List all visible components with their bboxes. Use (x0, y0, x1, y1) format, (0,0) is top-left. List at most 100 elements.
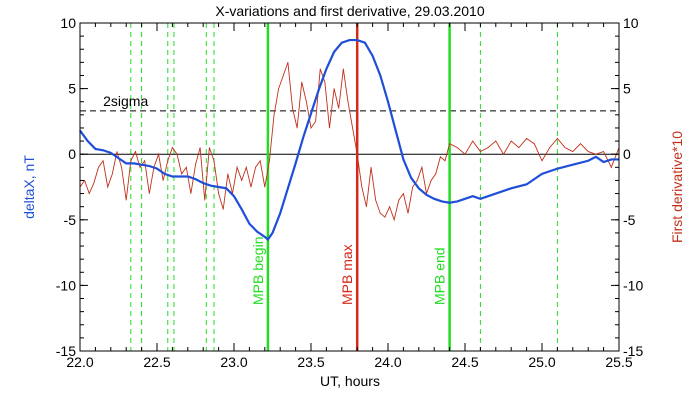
derivative-point (305, 101, 307, 103)
deltax-point (387, 101, 389, 103)
derivative-point (595, 153, 597, 155)
derivative-point (366, 206, 367, 208)
deltax-point (364, 42, 366, 44)
deltax-point (603, 161, 605, 163)
derivative-point (264, 186, 266, 188)
deltax-point (202, 182, 204, 184)
derivative-point (98, 166, 99, 168)
derivative-point (190, 193, 192, 194)
derivative-point (232, 193, 233, 194)
derivative-point (370, 166, 372, 168)
derivative-point (255, 166, 256, 168)
derivative-point (227, 173, 229, 175)
derivative-point (296, 127, 298, 129)
deltax-point (117, 157, 120, 159)
derivative-point (278, 88, 280, 89)
y-tick-label-right: 10 (623, 15, 639, 31)
derivative-point (269, 160, 270, 162)
deltax-point (267, 238, 269, 241)
deltax-point (310, 112, 312, 115)
derivative-point (88, 193, 90, 194)
deltax-point (341, 42, 343, 44)
deltax-point (156, 168, 158, 170)
deltax-point (556, 168, 559, 170)
derivative-point (259, 160, 261, 162)
deltax-point (148, 165, 150, 167)
derivative-point (222, 208, 224, 210)
derivative-point (181, 173, 183, 175)
deltax-point (410, 177, 412, 179)
derivative-point (139, 166, 141, 168)
deltax-point (187, 175, 189, 178)
derivative-point (444, 160, 446, 162)
deltax-point (302, 136, 304, 138)
y-tick-label-left: -5 (64, 212, 77, 228)
derivative-point (389, 206, 390, 208)
derivative-point (287, 61, 289, 63)
y-tick-label-left: 0 (68, 146, 76, 162)
derivative-point (93, 182, 95, 184)
derivative-point (121, 166, 122, 168)
deltax-point (587, 160, 589, 162)
derivative-point (116, 151, 118, 152)
derivative-point (245, 166, 247, 168)
derivative-point (167, 160, 169, 162)
derivative-point (102, 160, 104, 162)
derivative-point (208, 147, 210, 149)
deltax-point (256, 231, 258, 233)
derivative-point (403, 193, 404, 194)
x-tick-label: 24.5 (451, 354, 478, 370)
derivative-point (153, 166, 155, 168)
deltax-point (495, 192, 497, 195)
deltax-point (318, 89, 320, 91)
y-tick-label-left: -15 (56, 343, 76, 359)
marker-label: MPB max (339, 244, 355, 305)
deltax-point (402, 158, 404, 161)
derivative-point (172, 147, 173, 149)
deltax-point (595, 156, 597, 158)
derivative-point (430, 180, 432, 181)
deltax-point (171, 175, 173, 178)
derivative-point (324, 81, 326, 83)
derivative-point (329, 127, 330, 129)
derivative-point (580, 143, 581, 145)
derivative-point (375, 199, 377, 201)
derivative-point (557, 138, 558, 139)
derivative-point (407, 212, 409, 214)
derivative-point (162, 180, 164, 181)
derivative-point (273, 114, 275, 116)
derivative-point (398, 199, 400, 201)
derivative-point (130, 160, 132, 162)
y-tick-label-right: -5 (623, 212, 636, 228)
derivative-point (315, 121, 317, 122)
y-tick-label-right: -10 (623, 277, 643, 293)
derivative-point (449, 143, 450, 145)
derivative-point (282, 75, 284, 76)
deltax-point (125, 162, 127, 164)
derivative-point (549, 147, 551, 149)
derivative-point (356, 153, 358, 155)
deltax-point (248, 223, 250, 225)
plot-area: MPB begin MPB max MPB end 2sigma (79, 23, 620, 351)
derivative-point (412, 186, 414, 188)
derivative-point (199, 147, 201, 149)
deltax-point (225, 187, 227, 189)
derivative-point (610, 166, 612, 168)
derivative-point (487, 147, 489, 149)
deltax-point (179, 175, 181, 178)
x-tick-label: 22.0 (66, 354, 93, 370)
deltax-point (541, 173, 543, 175)
deltax-point (102, 149, 104, 151)
deltax-point (279, 212, 281, 214)
x-tick-label: 24.0 (374, 354, 401, 370)
deltax-point (94, 148, 96, 150)
x-axis-label: UT, hours (320, 373, 380, 389)
deltax-point (233, 195, 235, 197)
derivative-point (541, 160, 543, 162)
derivative-point (421, 166, 423, 168)
derivative-series-line (79, 62, 620, 222)
derivative-point (426, 193, 427, 194)
deltax-point (295, 162, 297, 164)
deltax-point (110, 152, 112, 154)
derivative-point (218, 193, 220, 194)
